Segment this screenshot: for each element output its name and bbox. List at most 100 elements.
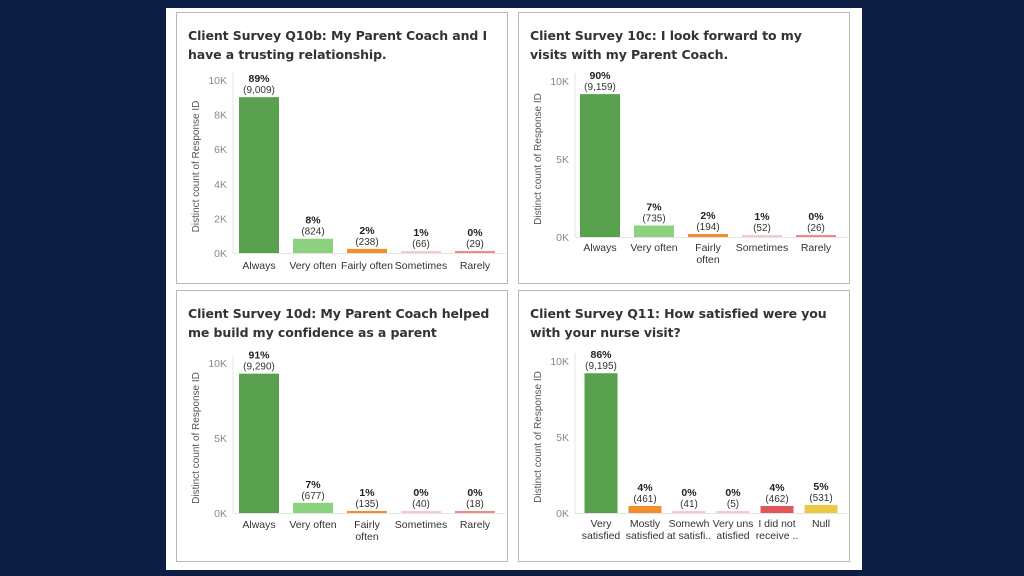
bar-percent-label: 5% — [813, 481, 829, 493]
dashboard-sheet: Client Survey Q10b: My Parent Coach and … — [166, 8, 862, 570]
bar-count-label: (9,290) — [243, 362, 275, 373]
chart-title: Client Survey 10c: I look forward to my … — [530, 28, 802, 62]
y-tick-label: 5K — [556, 154, 569, 166]
x-category-label: Rarely — [801, 242, 832, 254]
y-tick-label: 4K — [214, 179, 227, 191]
x-category-label: Rarely — [460, 519, 491, 531]
x-category-label: Rarely — [460, 260, 491, 272]
x-category-label: Very often — [630, 242, 677, 254]
chart-panel-q10d: Client Survey 10d: My Parent Coach helpe… — [176, 290, 508, 562]
x-category-label: Always — [242, 519, 275, 531]
bar — [796, 235, 836, 237]
chart-panel-q10b: Client Survey Q10b: My Parent Coach and … — [176, 12, 508, 284]
y-axis-title: Distinct count of Response ID — [533, 93, 544, 225]
bar-chart: Distinct count of Response ID0K5K10K86%(… — [533, 349, 847, 542]
bar — [239, 373, 279, 513]
x-category-label: Sometimes — [395, 260, 448, 272]
x-category-label: often — [696, 254, 720, 266]
y-tick-label: 10K — [550, 356, 569, 368]
bar-chart: Distinct count of Response ID0K5K10K91%(… — [191, 350, 506, 543]
bar-count-label: (5) — [727, 499, 739, 510]
bar-percent-label: 7% — [305, 479, 321, 491]
bar-percent-label: 1% — [754, 211, 770, 223]
y-tick-label: 0K — [214, 508, 227, 520]
bar-count-label: (531) — [809, 493, 832, 504]
bar — [634, 225, 674, 237]
chart-title: Client Survey Q10b: My Parent Coach and … — [188, 28, 488, 62]
bar-count-label: (194) — [696, 222, 719, 233]
bar — [688, 233, 728, 237]
bar-percent-label: 0% — [413, 487, 429, 499]
y-tick-label: 8K — [214, 110, 227, 122]
bar — [293, 502, 333, 513]
bar-count-label: (824) — [301, 227, 324, 238]
y-tick-label: 2K — [214, 213, 227, 225]
chart-panel-q11: Client Survey Q11: How satisfied were yo… — [518, 290, 850, 562]
x-category-label: Fairly — [695, 242, 721, 254]
bar-count-label: (238) — [355, 237, 378, 248]
x-category-label: Always — [242, 260, 275, 272]
x-category-label: Very uns — [713, 518, 754, 530]
bar — [804, 504, 838, 513]
bar-percent-label: 0% — [808, 211, 824, 223]
x-category-label: Very often — [289, 260, 336, 272]
x-category-label: Somewh — [669, 518, 710, 530]
y-axis-title: Distinct count of Response ID — [191, 101, 202, 233]
x-category-label: Mostly — [630, 518, 661, 530]
bar — [347, 510, 387, 513]
bar-count-label: (40) — [412, 499, 430, 510]
bar — [760, 505, 794, 513]
bar — [293, 238, 333, 253]
bar-count-label: (9,195) — [585, 361, 617, 372]
bar-count-label: (18) — [466, 499, 484, 510]
bar-percent-label: 8% — [305, 215, 321, 227]
x-category-label: satisfied — [626, 530, 665, 542]
x-category-label: Fairly — [354, 519, 380, 531]
bar-count-label: (735) — [642, 214, 665, 225]
bar-percent-label: 4% — [637, 482, 653, 494]
x-category-label: satisfied — [582, 530, 621, 542]
bar-percent-label: 4% — [769, 482, 785, 494]
bar-chart: Distinct count of Response ID 0K 2K 4K 6K 8K 1… — [191, 72, 506, 272]
chart-panel-q10c: Client Survey 10c: I look forward to my … — [518, 12, 850, 284]
x-category-label: Fairly often — [341, 260, 393, 272]
bar — [347, 248, 387, 253]
y-tick-label: 10K — [550, 76, 569, 88]
bar-count-label: (52) — [753, 223, 771, 234]
x-category-label: Always — [583, 242, 616, 254]
bar — [580, 94, 620, 237]
bar-count-label: (461) — [633, 494, 656, 505]
bar-percent-label: 1% — [359, 487, 375, 499]
bar — [455, 511, 495, 513]
x-category-label: often — [355, 531, 379, 543]
bar-percent-label: 0% — [725, 487, 741, 499]
bar-percent-label: 7% — [646, 202, 662, 214]
bar-percent-label: 90% — [589, 70, 611, 82]
bar-percent-label: 2% — [700, 210, 716, 222]
x-category-label: Sometimes — [736, 242, 789, 254]
bar-count-label: (462) — [765, 494, 788, 505]
y-tick-label: 6K — [214, 144, 227, 156]
bar — [742, 235, 782, 237]
bar — [584, 373, 618, 513]
bar — [401, 511, 441, 513]
bar-percent-label: 89% — [248, 73, 270, 85]
bar — [628, 505, 662, 513]
bar-percent-label: 86% — [590, 349, 612, 361]
bar-count-label: (26) — [807, 223, 825, 234]
bar-count-label: (677) — [301, 491, 324, 502]
x-category-label: Very often — [289, 519, 336, 531]
bar-percent-label: 91% — [248, 350, 270, 362]
bar — [455, 251, 495, 253]
x-category-label: I did not — [758, 518, 795, 530]
x-category-label: Sometimes — [395, 519, 448, 531]
x-category-label: atisfied — [716, 530, 749, 542]
bar-count-label: (66) — [412, 239, 430, 250]
bar-percent-label: 0% — [467, 487, 483, 499]
y-axis-title: Distinct count of Response ID — [191, 372, 202, 504]
bar-count-label: (29) — [466, 239, 484, 250]
y-tick-label: 0K — [556, 508, 569, 520]
y-axis-title: Distinct count of Response ID — [533, 371, 544, 503]
bar-count-label: (9,009) — [243, 85, 275, 96]
